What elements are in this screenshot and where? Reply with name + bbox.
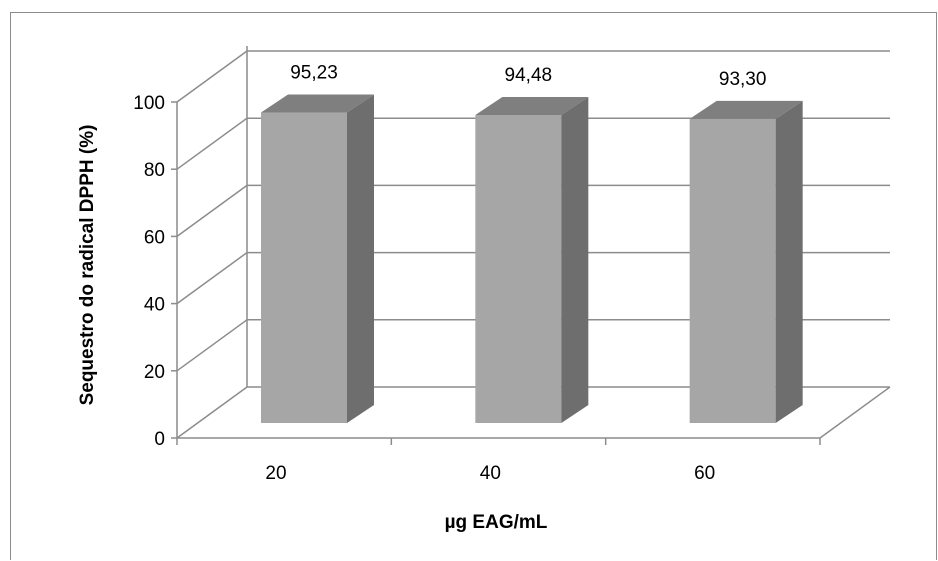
y-tick-label-80: 80: [144, 160, 165, 181]
floor-right-edge: [819, 386, 891, 439]
gridline-side-100: [176, 50, 248, 103]
data-label-60: 93,30: [719, 69, 767, 90]
chart-axes: [171, 101, 891, 445]
y-tick-label-0: 0: [154, 429, 165, 450]
x-tick-label-20: 20: [265, 463, 286, 484]
bar-top-20: [261, 94, 374, 113]
x-axis-title: µg EAG/mL: [445, 512, 548, 533]
gridline-side-0: [176, 386, 248, 439]
bar-top-60: [689, 100, 803, 119]
data-label-40: 94,48: [505, 65, 553, 86]
gridline-side-60: [176, 184, 248, 238]
y-tick-label-20: 20: [144, 362, 165, 383]
x-tick-label-60: 60: [694, 463, 715, 484]
chart-bars: [261, 94, 803, 423]
bar-side-20: [347, 94, 374, 423]
y-tick-label-100: 100: [133, 93, 165, 114]
x-tick-label-40: 40: [480, 463, 501, 484]
bar-side-40: [561, 96, 589, 423]
bar-top-40: [475, 96, 589, 115]
gridline-side-80: [176, 117, 248, 170]
bar-side-60: [775, 100, 803, 423]
data-label-20: 95,23: [290, 63, 338, 84]
gridline-side-40: [176, 251, 248, 305]
chart-labels: 0 20 40 60 80 100 95,23 20 94,48 40 93,30 60: [133, 63, 766, 484]
y-tick-label-60: 60: [144, 227, 165, 248]
bar-front-20: [261, 112, 347, 423]
gridline-side-20: [176, 319, 248, 372]
bar-front-60: [689, 118, 776, 423]
y-tick-label-40: 40: [144, 295, 165, 316]
bar-front-40: [475, 114, 562, 423]
y-axis-title: Sequestro do radical DPPH (%): [77, 125, 98, 406]
